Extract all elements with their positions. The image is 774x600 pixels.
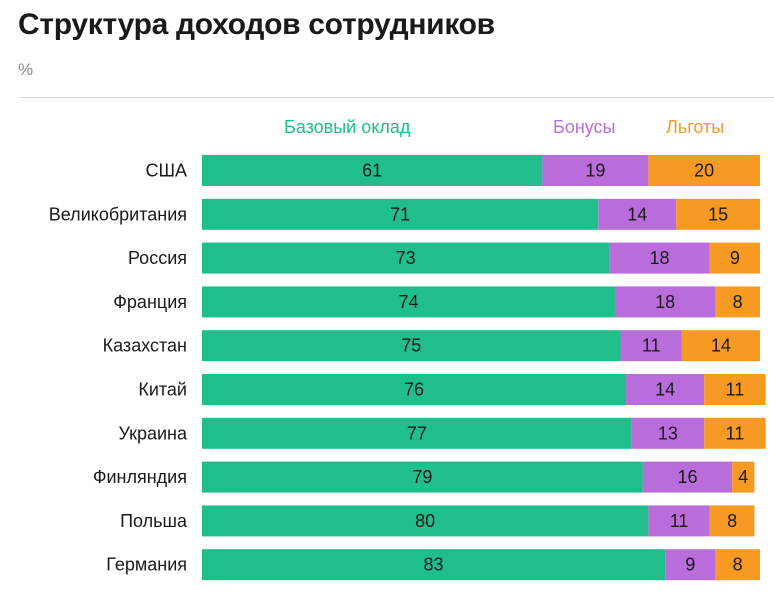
bar-segment-bonus — [626, 374, 705, 405]
category-label: Франция — [113, 292, 187, 312]
legend-benefits: Льготы — [666, 117, 725, 137]
bar-segment-bonus — [665, 549, 716, 581]
data-label-benefit: 14 — [711, 336, 731, 356]
data-label-bonus: 14 — [655, 380, 675, 400]
category-label: Украина — [118, 423, 188, 443]
data-label-bonus: 13 — [658, 423, 678, 443]
bar-segment-bonus — [598, 198, 677, 230]
bar-segment-benefit — [676, 198, 760, 230]
data-label-bonus: 9 — [685, 555, 695, 575]
data-label-base: 80 — [415, 511, 435, 531]
data-label-base: 73 — [396, 248, 416, 268]
data-label-benefit: 9 — [730, 248, 740, 268]
data-label-bonus: 16 — [677, 467, 697, 487]
data-label-bonus: 18 — [650, 248, 670, 268]
category-label: Финляндия — [93, 467, 187, 487]
data-label-bonus: 18 — [655, 292, 675, 312]
bar-segment-bonus — [614, 286, 716, 318]
bar-segment-base — [202, 155, 543, 186]
bar-segment-base — [202, 330, 621, 362]
bar-segment-benefit — [681, 330, 760, 362]
data-label-benefit: 15 — [708, 204, 728, 224]
data-label-base: 61 — [362, 161, 382, 181]
data-label-base: 71 — [390, 204, 410, 224]
category-label: Китай — [138, 380, 187, 400]
bar-segment-base — [202, 198, 599, 230]
bar-segment-base — [202, 417, 632, 449]
bar-segment-bonus — [642, 461, 733, 493]
category-label: Германия — [106, 555, 187, 575]
bar-segment-benefit — [709, 505, 755, 537]
bar-segment-base — [202, 242, 610, 274]
data-label-benefit: 8 — [733, 292, 743, 312]
data-label-benefit: 8 — [727, 511, 737, 531]
legend-base-salary: Базовый оклад — [284, 117, 411, 137]
bar-segment-benefit — [732, 461, 755, 493]
bar-segment-base — [202, 549, 666, 581]
bar-segment-benefit — [648, 155, 760, 186]
data-label-base: 77 — [407, 423, 427, 443]
data-label-base: 83 — [424, 555, 444, 575]
bar-segment-base — [202, 286, 615, 318]
bar-segment-bonus — [609, 242, 710, 274]
bar-segment-bonus — [631, 417, 705, 449]
chart-title: Структура доходов сотрудников — [18, 8, 495, 41]
bar-segment-base — [202, 461, 643, 493]
bar-segment-bonus — [648, 505, 710, 537]
header-divider — [18, 97, 774, 98]
chart-unit: % — [18, 60, 34, 79]
category-label: Великобритания — [49, 204, 187, 224]
data-label-benefit: 8 — [733, 555, 743, 575]
data-label-bonus: 11 — [670, 511, 689, 531]
bar-segment-benefit — [715, 286, 760, 318]
bar-segment-benefit — [704, 417, 766, 449]
data-label-base: 79 — [412, 467, 432, 487]
bar-segment-base — [202, 505, 649, 537]
data-label-benefit: 11 — [726, 423, 745, 443]
category-label: Казахстан — [103, 336, 187, 356]
data-label-benefit: 4 — [738, 467, 748, 487]
bar-segment-bonus — [542, 155, 649, 186]
data-label-base: 74 — [398, 292, 418, 312]
data-label-bonus: 14 — [627, 204, 647, 224]
category-label: Польша — [120, 511, 188, 531]
data-label-benefit: 11 — [726, 380, 745, 400]
bar-segment-benefit — [709, 242, 760, 274]
bar-segment-base — [202, 374, 627, 405]
bar-segment-benefit — [704, 374, 766, 405]
data-label-base: 76 — [404, 380, 424, 400]
data-label-bonus: 11 — [642, 336, 661, 356]
category-label: Россия — [128, 248, 187, 268]
category-label: США — [145, 161, 187, 181]
legend-bonuses: Бонусы — [553, 117, 616, 137]
bar-segment-bonus — [620, 330, 682, 362]
data-label-benefit: 20 — [694, 161, 714, 181]
data-label-base: 75 — [401, 336, 421, 356]
bar-segment-benefit — [715, 549, 760, 581]
data-label-bonus: 19 — [585, 161, 605, 181]
